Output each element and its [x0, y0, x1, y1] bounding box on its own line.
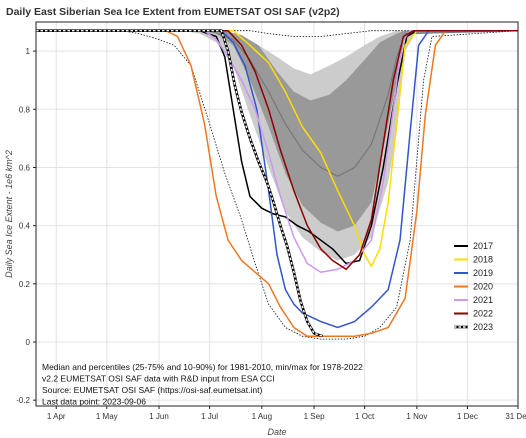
annotation-line: v2.2 EUMETSAT OSI SAF data with R&D inpu…: [42, 374, 275, 384]
series-line-2019: [36, 29, 518, 329]
band-25-75: [36, 30, 518, 232]
y-tick-label: 0.4: [19, 222, 31, 231]
series-line-2018: [36, 29, 518, 269]
x-tick-label: 1 Jun: [149, 412, 169, 421]
percentile-bands: [36, 30, 519, 340]
x-tick-label: 1 Dec: [457, 412, 478, 421]
y-axis-label: Daily Sea Ice Extent - 1e6 km^2: [4, 150, 14, 278]
x-tick-label: 1 Oct: [355, 412, 375, 421]
x-tick-label: 1 Apr: [47, 412, 66, 421]
x-tick-label: 1 Nov: [406, 412, 427, 421]
x-axis-label: Date: [267, 427, 286, 437]
min-line: [36, 30, 519, 340]
y-tick-label: 0: [26, 338, 31, 347]
max-line: [36, 30, 518, 37]
chart-title: Daily East Siberian Sea Ice Extent from …: [6, 6, 340, 18]
series-line-2020: [36, 29, 518, 337]
annotation-line: Median and percentiles (25-75% and 10-90…: [42, 362, 363, 372]
series-lines: [36, 29, 518, 338]
series-line-2017: [36, 29, 518, 265]
series-line-2023: [36, 30, 323, 337]
legend-label-2021: 2021: [473, 295, 493, 305]
y-tick-label: 0.6: [19, 163, 31, 172]
y-tick-label: 0.8: [19, 105, 31, 114]
series-line-2022: [36, 29, 518, 271]
x-tick-label: 1 Jul: [201, 412, 218, 421]
legend-label-2023: 2023: [473, 322, 493, 332]
axes: -0.2 0 0.2 0.4 0.6 0.8 1 1 Apr 1 May 1 Jun 1 Jul 1 …: [16, 21, 526, 421]
annotations: Median and percentiles (25-75% and 10-90…: [42, 362, 363, 407]
y-tick-label: 1: [26, 47, 31, 56]
annotation-line: Last data point: 2023-09-06: [42, 397, 146, 407]
annotation-line: Source: EUMETSAT OSI SAF (https://osi-sa…: [42, 385, 262, 395]
plot-border: [35, 21, 519, 407]
y-tick-label: 0.2: [19, 280, 31, 289]
legend-label-2017: 2017: [473, 241, 493, 251]
x-tick-label: 1 May: [96, 412, 118, 421]
legend-label-2019: 2019: [473, 268, 493, 278]
x-tick-label: 1 Sep: [304, 412, 325, 421]
median-line: [36, 30, 519, 177]
legend-label-2018: 2018: [473, 255, 493, 265]
y-tick-label: -0.2: [16, 396, 30, 405]
x-tick-label: 31 Dec: [505, 412, 526, 421]
x-tick-label: 1 Aug: [252, 412, 272, 421]
legend: 2017 2018 2019 2020 2021 2022 2023: [454, 241, 493, 332]
legend-label-2020: 2020: [473, 282, 493, 292]
legend-label-2022: 2022: [473, 309, 493, 319]
